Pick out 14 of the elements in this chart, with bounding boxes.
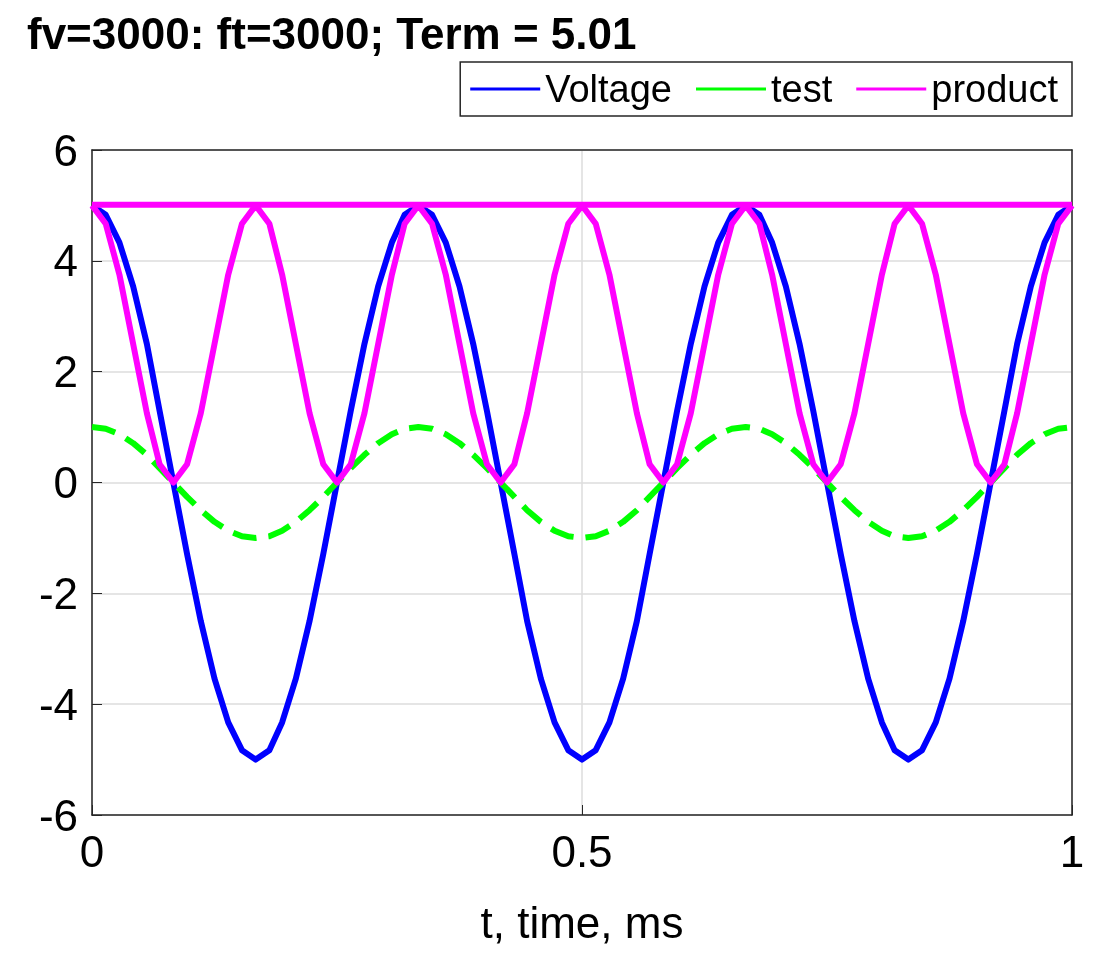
- y-tick-label: -6: [38, 790, 78, 840]
- y-tick-label: 4: [53, 236, 78, 286]
- y-tick-label: 2: [53, 347, 78, 397]
- x-tick-label: 0.5: [551, 826, 613, 876]
- x-axis-title: t, time, ms: [480, 897, 684, 947]
- y-tick-label: -4: [38, 679, 78, 729]
- y-tick-label: 0: [53, 458, 78, 507]
- legend-label: test: [771, 68, 833, 110]
- legend-label: product: [931, 68, 1059, 110]
- y-tick-label: -2: [38, 568, 78, 618]
- y-tick-label: 6: [53, 125, 78, 175]
- x-tick-label: 1: [1059, 826, 1085, 876]
- legend-label: Voltage: [545, 68, 673, 110]
- chart-title: fv=3000: ft=3000; Term = 5.01: [27, 8, 637, 58]
